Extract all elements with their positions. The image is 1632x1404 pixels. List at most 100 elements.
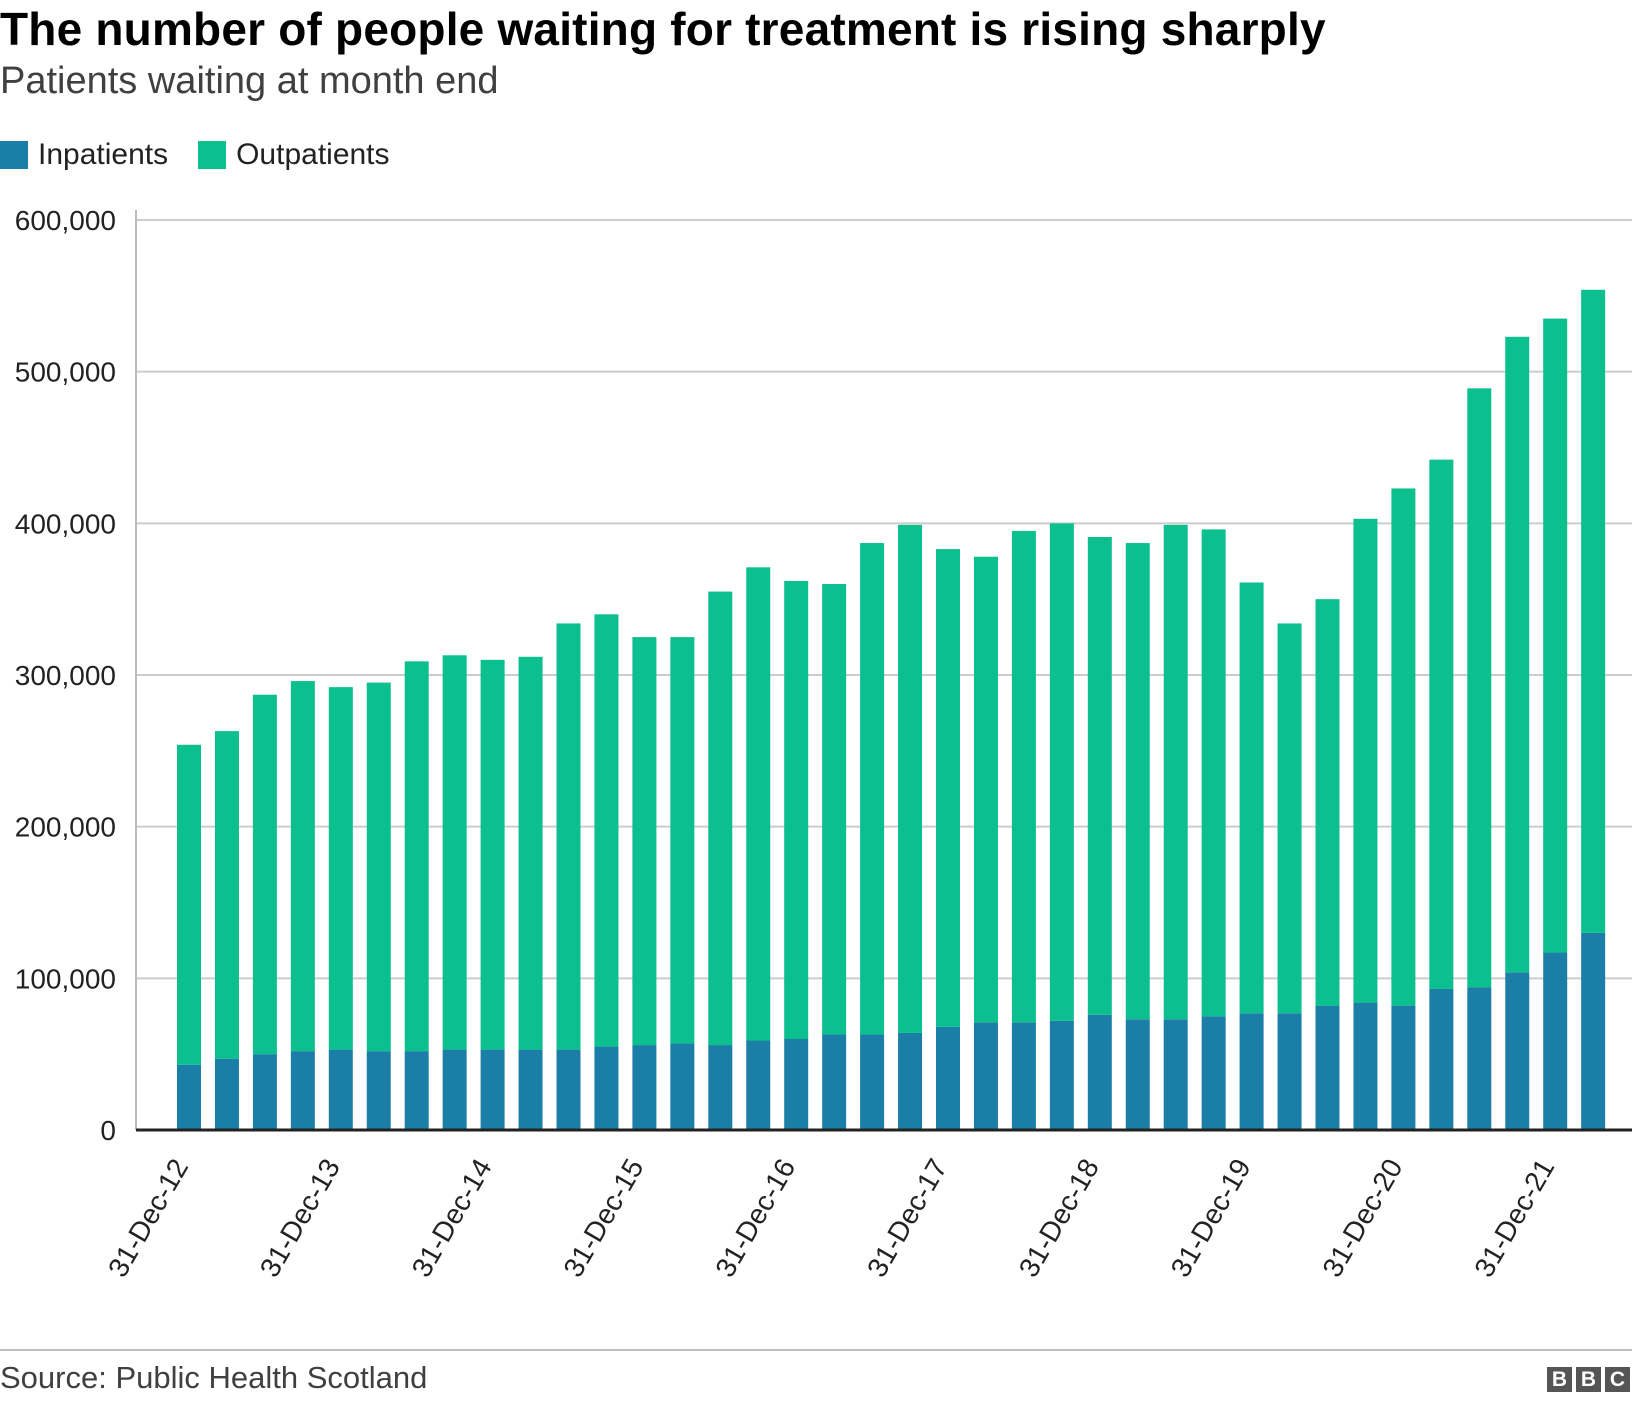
bar-inpatients	[1277, 1013, 1302, 1130]
bar-outpatients	[1163, 524, 1188, 1020]
bar-inpatients	[442, 1049, 467, 1130]
bar-inpatients	[898, 1032, 923, 1130]
bar-outpatients	[518, 656, 543, 1050]
bar-inpatients	[936, 1026, 960, 1130]
x-tick-label: 31-Dec-19	[1165, 1154, 1257, 1283]
bar-inpatients	[1125, 1019, 1150, 1130]
bar-outpatients	[860, 543, 885, 1035]
bar-outpatients	[936, 549, 960, 1027]
legend-swatch-inpatients	[0, 141, 28, 169]
bar-outpatients	[1315, 599, 1340, 1006]
bar-outpatients	[1049, 523, 1074, 1021]
bbc-logo-letter: C	[1605, 1367, 1630, 1392]
y-tick-label: 500,000	[15, 357, 116, 388]
bar-outpatients	[1201, 529, 1226, 1017]
bar-outpatients	[1391, 488, 1416, 1006]
x-tick-label: 31-Dec-18	[1013, 1154, 1105, 1283]
bar-inpatients	[822, 1034, 847, 1130]
legend-label-outpatients: Outpatients	[236, 138, 390, 171]
bar-outpatients	[556, 623, 581, 1050]
x-tick-label: 31-Dec-12	[102, 1154, 194, 1283]
bar-inpatients	[860, 1034, 885, 1130]
bar-outpatients	[366, 682, 391, 1052]
bar-inpatients	[556, 1049, 581, 1130]
bar-inpatients	[1581, 932, 1606, 1130]
bar-outpatients	[480, 659, 505, 1050]
bar-inpatients	[1049, 1020, 1074, 1130]
bar-outpatients	[746, 567, 771, 1041]
bar-inpatients	[594, 1046, 619, 1130]
bbc-logo-letter: B	[1576, 1367, 1601, 1392]
bar-outpatients	[442, 655, 467, 1050]
bar-inpatients	[784, 1039, 809, 1130]
bar-inpatients	[252, 1054, 277, 1130]
bar-inpatients	[404, 1051, 429, 1130]
bar-outpatients	[214, 731, 239, 1059]
bar-outpatients	[177, 744, 201, 1065]
bar-inpatients	[708, 1045, 733, 1130]
bar-inpatients	[1011, 1022, 1036, 1130]
x-tick-label: 31-Dec-21	[1468, 1154, 1560, 1283]
x-tick-label: 31-Dec-13	[254, 1154, 346, 1283]
chart-subtitle: Patients waiting at month end	[0, 60, 499, 102]
bar-outpatients	[328, 687, 353, 1050]
x-tick-label: 31-Dec-20	[1316, 1154, 1408, 1283]
bar-inpatients	[1429, 988, 1454, 1130]
bar-inpatients	[328, 1049, 353, 1130]
bar-outpatients	[1581, 289, 1606, 933]
x-tick-label: 31-Dec-17	[861, 1154, 953, 1283]
y-tick-label: 600,000	[15, 205, 116, 236]
bar-outpatients	[1239, 582, 1264, 1014]
y-tick-label: 400,000	[15, 508, 116, 539]
legend-item-outpatients: Outpatients	[198, 138, 390, 172]
bar-outpatients	[1429, 459, 1454, 989]
bar-chart: 0 100,000 200,000 300,000 400,000 500,000 600,…	[15, 205, 1632, 1283]
bar-inpatients	[290, 1051, 315, 1130]
source-note: Source: Public Health Scotland	[0, 1360, 428, 1395]
bar-outpatients	[1467, 388, 1492, 988]
legend-item-inpatients: Inpatients	[0, 138, 168, 172]
bar-outpatients	[632, 637, 657, 1046]
bar-inpatients	[480, 1049, 505, 1130]
bar-inpatients	[177, 1064, 201, 1130]
legend-label-inpatients: Inpatients	[38, 138, 169, 171]
y-tick-label: 0	[100, 1115, 116, 1146]
bar-inpatients	[670, 1043, 695, 1130]
bar-inpatients	[1239, 1013, 1264, 1130]
bar-inpatients	[973, 1022, 998, 1130]
bar-outpatients	[252, 694, 277, 1055]
bbc-logo-letter: B	[1547, 1367, 1572, 1392]
bar-outpatients	[1011, 530, 1036, 1023]
x-tick-label: 31-Dec-16	[709, 1154, 801, 1283]
bar-inpatients	[1543, 952, 1568, 1130]
bar-inpatients	[746, 1040, 771, 1130]
bar-inpatients	[1315, 1005, 1340, 1130]
bar-outpatients	[1353, 518, 1378, 1003]
bar-outpatients	[973, 556, 998, 1023]
bar-inpatients	[1353, 1002, 1378, 1130]
bar-inpatients	[1201, 1016, 1226, 1130]
bar-outpatients	[1087, 536, 1112, 1015]
bar-outpatients	[1505, 336, 1530, 973]
bar-outpatients	[1125, 543, 1150, 1020]
bar-outpatients	[822, 584, 847, 1035]
bar-outpatients	[594, 614, 619, 1047]
bar-outpatients	[404, 661, 429, 1052]
footer-divider	[0, 1349, 1632, 1351]
bar-inpatients	[1087, 1014, 1112, 1130]
x-tick-label: 31-Dec-15	[557, 1154, 649, 1283]
y-tick-label: 200,000	[15, 812, 116, 843]
bar-inpatients	[214, 1058, 239, 1130]
bar-outpatients	[1543, 318, 1568, 953]
y-tick-label: 100,000	[15, 963, 116, 994]
bar-inpatients	[518, 1049, 543, 1130]
bar-inpatients	[1467, 987, 1492, 1130]
bar-outpatients	[784, 580, 809, 1039]
bar-inpatients	[1505, 972, 1530, 1130]
chart-title: The number of people waiting for treatme…	[0, 3, 1326, 55]
bar-inpatients	[366, 1051, 391, 1130]
legend-swatch-outpatients	[198, 141, 227, 169]
bbc-logo: B B C	[1543, 1367, 1630, 1392]
x-tick-label: 31-Dec-14	[406, 1154, 498, 1283]
bar-outpatients	[708, 591, 733, 1046]
